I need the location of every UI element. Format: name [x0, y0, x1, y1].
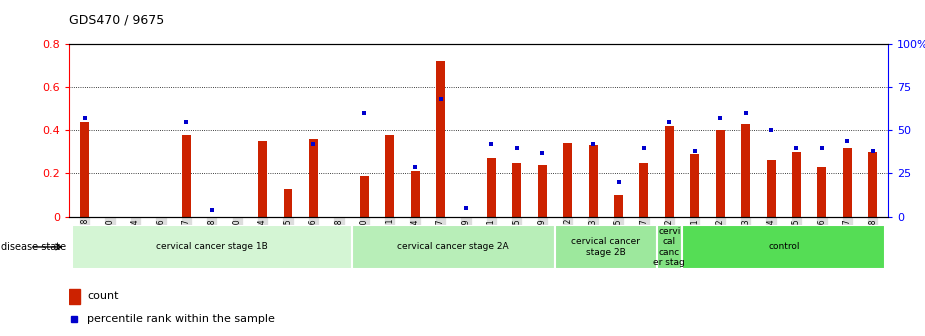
FancyBboxPatch shape [682, 225, 885, 269]
Text: percentile rank within the sample: percentile rank within the sample [87, 314, 275, 324]
Bar [487, 158, 496, 217]
Bar [258, 141, 267, 217]
FancyBboxPatch shape [555, 225, 657, 269]
Text: control: control [768, 243, 799, 251]
Bar [182, 134, 191, 217]
FancyBboxPatch shape [657, 225, 682, 269]
Bar [80, 122, 89, 217]
FancyBboxPatch shape [72, 225, 352, 269]
Bar [792, 152, 801, 217]
Bar [665, 126, 673, 217]
Bar [818, 167, 826, 217]
FancyBboxPatch shape [352, 225, 555, 269]
Text: cervical cancer stage 1B: cervical cancer stage 1B [156, 243, 267, 251]
Text: disease state: disease state [1, 242, 66, 252]
Text: count: count [87, 291, 118, 301]
Text: cervical cancer
stage 2B: cervical cancer stage 2B [572, 237, 640, 257]
Bar [716, 130, 724, 217]
Bar [69, 289, 80, 304]
Bar [588, 145, 598, 217]
Bar [563, 143, 573, 217]
Bar [869, 152, 877, 217]
Bar [690, 154, 699, 217]
Bar [385, 134, 394, 217]
Bar [843, 148, 852, 217]
Bar [309, 139, 318, 217]
Bar [436, 61, 445, 217]
Bar [411, 171, 420, 217]
Text: GDS470 / 9675: GDS470 / 9675 [69, 13, 165, 27]
Bar [639, 163, 648, 217]
Text: cervical cancer stage 2A: cervical cancer stage 2A [398, 243, 509, 251]
Bar [767, 161, 775, 217]
Bar [741, 124, 750, 217]
Bar [512, 163, 522, 217]
Bar [614, 195, 623, 217]
Bar [537, 165, 547, 217]
Text: cervi
cal
canc
er stag: cervi cal canc er stag [653, 227, 685, 267]
Bar [360, 176, 369, 217]
Bar [284, 188, 292, 217]
